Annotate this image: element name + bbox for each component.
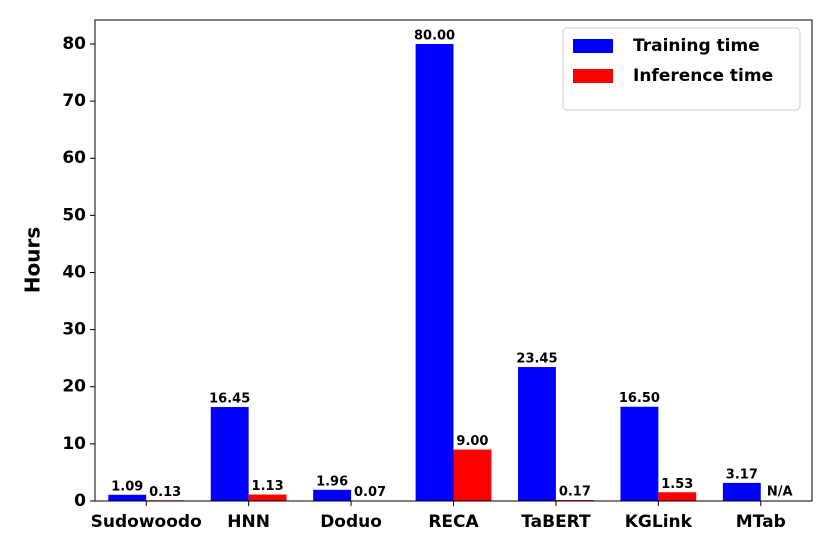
y-tick-label: 20: [62, 377, 86, 397]
value-label: N/A: [767, 485, 793, 500]
x-tick-label: KGLink: [625, 512, 693, 532]
bar: [248, 494, 287, 501]
bar: [108, 494, 147, 501]
value-label: 23.45: [516, 352, 557, 367]
x-tick-label: MTab: [736, 512, 786, 532]
value-label: 0.13: [149, 485, 181, 500]
y-tick-label: 10: [62, 434, 86, 454]
value-label: 0.07: [354, 485, 386, 500]
x-tick-label: HNN: [227, 512, 270, 532]
bar: [415, 43, 454, 502]
value-label: 80.00: [414, 28, 455, 43]
bar: [722, 482, 761, 501]
legend-label: Inference time: [633, 66, 773, 86]
y-tick-label: 30: [62, 320, 86, 340]
legend-swatch: [573, 69, 613, 83]
y-axis-label: Hours: [21, 227, 45, 293]
value-label: 9.00: [456, 434, 488, 449]
value-label: 0.17: [559, 485, 591, 500]
legend-swatch: [573, 39, 613, 53]
x-tick-label: Doduo: [320, 512, 382, 532]
value-label: 1.13: [252, 479, 284, 494]
y-tick-label: 60: [62, 148, 86, 168]
value-label: 16.50: [619, 391, 660, 406]
value-label: 16.45: [209, 392, 250, 407]
x-tick-label: Sudowoodo: [91, 512, 202, 532]
y-tick-label: 70: [62, 91, 86, 111]
y-tick-label: 50: [62, 205, 86, 225]
bar: [620, 406, 659, 501]
y-tick-label: 0: [74, 491, 86, 511]
bar: [453, 449, 492, 501]
bar: [313, 489, 352, 501]
y-tick-label: 40: [62, 262, 86, 282]
legend-box: [562, 27, 801, 111]
value-label: 1.09: [111, 479, 143, 494]
x-tick-label: TaBERT: [521, 512, 591, 532]
bar: [658, 492, 697, 501]
value-label: 1.53: [661, 477, 693, 492]
bar: [518, 367, 556, 501]
plot-frame: [94, 19, 813, 502]
x-tick-label: RECA: [428, 512, 479, 532]
legend-label: Training time: [633, 36, 760, 56]
value-label: 1.96: [316, 474, 348, 489]
bar: [210, 407, 249, 501]
value-label: 3.17: [726, 467, 758, 482]
y-tick-label: 80: [62, 34, 86, 54]
